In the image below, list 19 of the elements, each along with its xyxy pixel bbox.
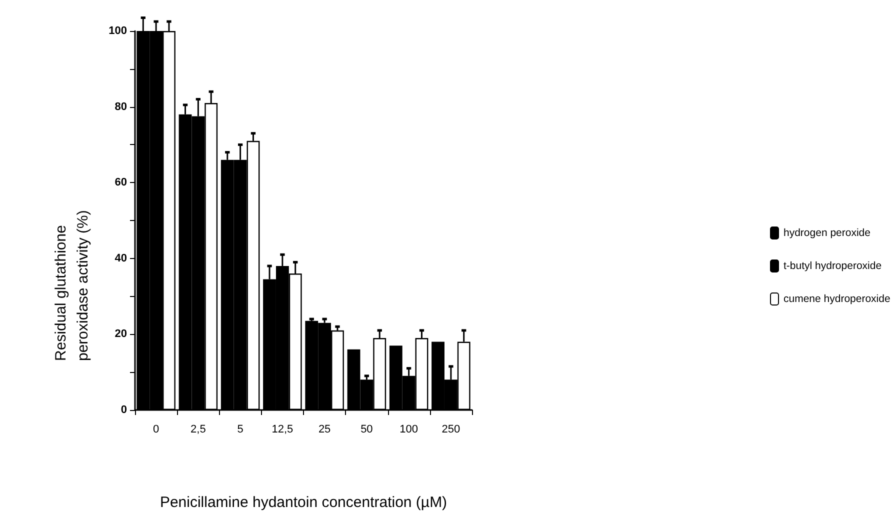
x-tick-label: 100	[400, 424, 418, 436]
x-tick-label: 250	[442, 424, 460, 436]
y-tick-label: 80	[114, 100, 127, 113]
y-tick-label: 20	[114, 328, 127, 340]
y-tick-label: 40	[114, 252, 127, 264]
y-tick-label: 60	[114, 176, 127, 189]
y-tick-label: 100	[108, 25, 127, 37]
x-tick-label: 5	[237, 424, 244, 436]
x-tick-label: 25	[318, 424, 331, 436]
x-tick-label: 50	[360, 424, 373, 436]
x-tick-label: 2,5	[190, 424, 206, 436]
legend-label: t-butyl hydroperoxide	[784, 260, 882, 272]
x-axis-title: Penicillamine hydantoin concentration (µM)	[160, 494, 448, 511]
x-tick-label: 12,5	[272, 424, 294, 436]
legend-label: hydrogen peroxide	[784, 227, 871, 239]
x-tick-label: 0	[153, 424, 160, 436]
y-tick-label: 0	[120, 404, 127, 416]
y-axis-title: Residual glutathione peroxidase activity (%)	[52, 210, 92, 361]
legend-label: cumene hydroperoxide	[784, 293, 890, 305]
